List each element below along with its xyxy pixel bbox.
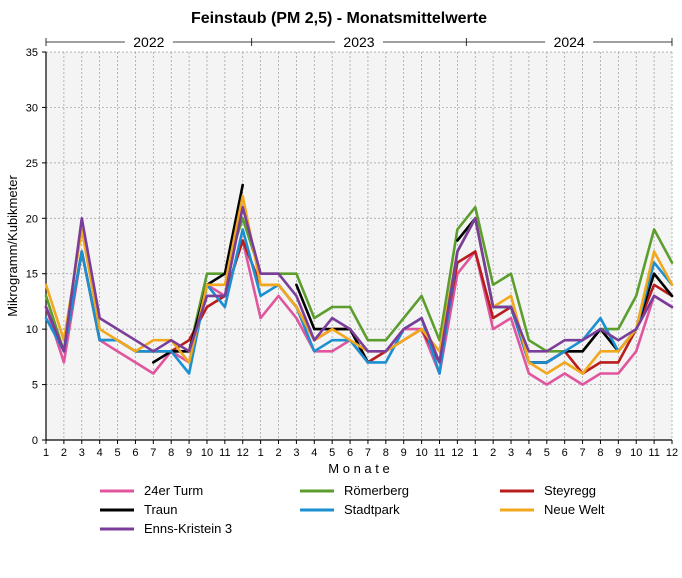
y-tick-label: 5 <box>32 380 38 392</box>
x-tick-label: 10 <box>415 447 427 459</box>
legend-label-stadtpark: Stadtpark <box>344 502 400 517</box>
year-label: 2024 <box>554 34 585 50</box>
x-tick-label: 9 <box>401 447 407 459</box>
x-tick-label: 4 <box>311 447 317 459</box>
x-tick-label: 12 <box>451 447 463 459</box>
x-tick-label: 7 <box>150 447 156 459</box>
x-tick-label: 2 <box>61 447 67 459</box>
legend: 24er Turm Römerberg Steyregg Traun Stadtpark… <box>100 483 605 536</box>
series-line-stadtpark <box>44 217 674 375</box>
series-line-enns-kristein-3 <box>44 205 674 364</box>
x-tick-label: 1 <box>43 447 49 459</box>
x-tick-label: 8 <box>597 447 603 459</box>
x-tick-label: 5 <box>114 447 120 459</box>
x-tick-label: 12 <box>237 447 249 459</box>
series-line-neue-welt <box>44 194 674 375</box>
x-tick-label: 6 <box>347 447 353 459</box>
x-tick-label: 3 <box>508 447 514 459</box>
x-tick-label: 10 <box>630 447 642 459</box>
grid <box>45 51 673 441</box>
x-tick-label: 3 <box>293 447 299 459</box>
x-tick-label: 6 <box>562 447 568 459</box>
legend-label-24er-turm: 24er Turm <box>144 483 203 498</box>
x-tick-label: 2 <box>490 447 496 459</box>
x-tick-label: 3 <box>79 447 85 459</box>
y-tick-label: 35 <box>26 47 38 59</box>
x-tick-label: 8 <box>383 447 389 459</box>
series-group <box>44 183 674 386</box>
x-tick-label: 9 <box>186 447 192 459</box>
x-tick-label: 11 <box>648 447 659 459</box>
y-tick-label: 15 <box>26 269 38 281</box>
y-axis-label: Mikrogramm/Kubikmeter <box>5 175 20 317</box>
x-axis-label: M o n a t e <box>328 461 389 476</box>
x-tick-label: 9 <box>615 447 621 459</box>
y-tick-label: 10 <box>26 324 38 336</box>
x-tick-label: 1 <box>472 447 478 459</box>
x-tick-label: 11 <box>434 447 445 459</box>
x-tick-label: 4 <box>526 447 532 459</box>
x-tick-label: 7 <box>365 447 371 459</box>
year-label: 2023 <box>343 34 374 50</box>
legend-label-enns-kristein-3: Enns-Kristein 3 <box>144 521 232 536</box>
x-tick-label: 7 <box>580 447 586 459</box>
y-tick-label: 20 <box>26 213 38 225</box>
legend-label-steyregg: Steyregg <box>544 483 596 498</box>
legend-label-r-merberg: Römerberg <box>344 483 409 498</box>
x-tick-label: 1 <box>258 447 264 459</box>
x-tick-label: 11 <box>219 447 230 459</box>
x-tick-label: 4 <box>97 447 103 459</box>
year-label: 2022 <box>133 34 164 50</box>
x-tick-label: 5 <box>329 447 335 459</box>
x-tick-label: 6 <box>132 447 138 459</box>
y-tick-label: 30 <box>26 102 38 114</box>
x-tick-label: 8 <box>168 447 174 459</box>
x-tick-label: 10 <box>201 447 213 459</box>
year-axis: 2022 2023 2024 <box>45 34 673 50</box>
x-tick-label: 2 <box>275 447 281 459</box>
chart-title: Feinstaub (PM 2,5) - Monatsmittelwerte <box>191 10 487 27</box>
x-tick-label: 12 <box>666 447 678 459</box>
y-tick-label: 0 <box>32 435 38 447</box>
legend-label-traun: Traun <box>144 502 177 517</box>
x-tick-label: 5 <box>544 447 550 459</box>
legend-label-neue-welt: Neue Welt <box>544 502 605 517</box>
y-tick-label: 25 <box>26 158 38 170</box>
